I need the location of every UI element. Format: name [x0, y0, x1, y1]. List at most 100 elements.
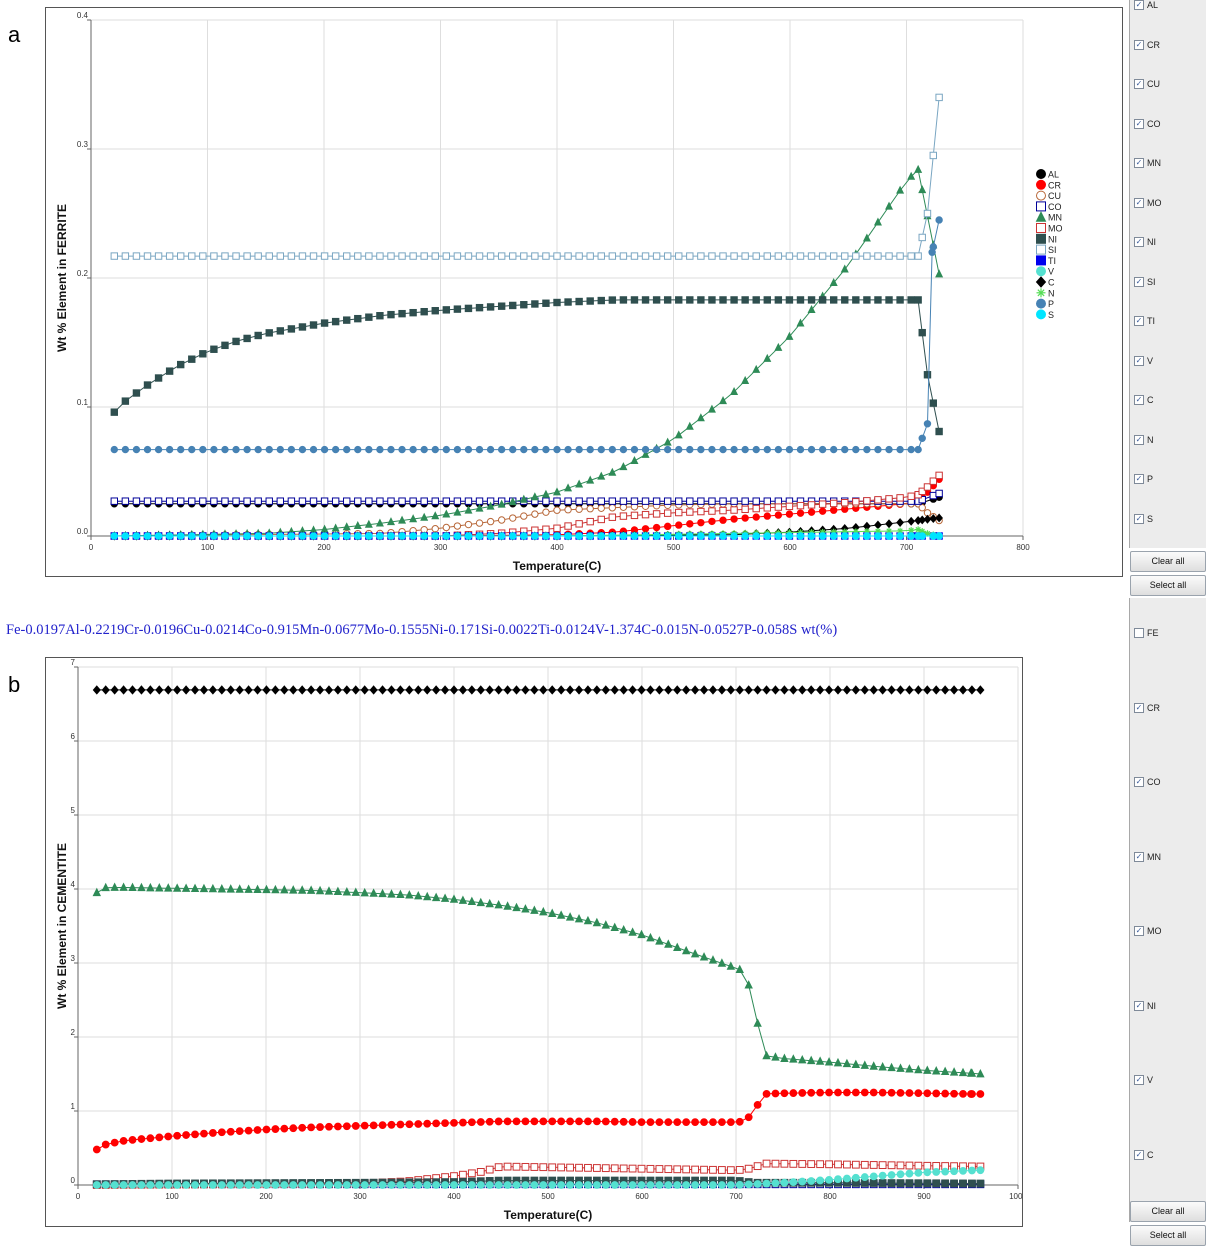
- data-point: [414, 1181, 423, 1189]
- data-point: [771, 1089, 780, 1098]
- data-point: [726, 685, 735, 695]
- checkbox-box[interactable]: ✓: [1134, 513, 1144, 524]
- data-point: [276, 445, 285, 454]
- data-point: [586, 517, 594, 526]
- data-point: [253, 1126, 262, 1134]
- data-point: [276, 252, 285, 260]
- checkbox-ferrite-al[interactable]: ✓ AL: [1134, 0, 1158, 10]
- data-point: [918, 233, 926, 242]
- clear-all-button-ferrite[interactable]: Clear all: [1130, 551, 1206, 572]
- data-point: [592, 917, 602, 927]
- data-point: [265, 329, 273, 337]
- data-point: [512, 902, 521, 912]
- checkbox-cementite-mn[interactable]: ✓ MN: [1134, 851, 1161, 862]
- checkbox-box[interactable]: ✓: [1134, 158, 1144, 168]
- data-point: [675, 508, 683, 517]
- checkbox-ferrite-c[interactable]: ✓ C: [1134, 395, 1154, 405]
- data-point: [753, 685, 762, 695]
- data-point: [155, 1133, 164, 1142]
- data-point: [221, 341, 229, 350]
- data-point: [405, 1120, 414, 1129]
- data-point: [398, 445, 406, 454]
- checkbox-box[interactable]: ✓: [1134, 197, 1144, 208]
- series-si: [110, 93, 943, 260]
- checkbox-ferrite-v[interactable]: ✓ V: [1134, 355, 1153, 366]
- checkbox-box[interactable]: ✓: [1134, 39, 1144, 50]
- legend-item-mo: MO: [1036, 223, 1063, 234]
- data-point: [896, 1161, 905, 1170]
- checkbox-cementite-cr[interactable]: ✓ CR: [1134, 702, 1160, 713]
- checkbox-ferrite-n[interactable]: ✓ N: [1134, 434, 1154, 445]
- select-all-button-ferrite[interactable]: Select all: [1130, 575, 1206, 596]
- data-point: [497, 252, 506, 260]
- checkbox-box[interactable]: ✓: [1134, 395, 1144, 405]
- checkbox-box[interactable]: [1134, 628, 1144, 638]
- checkbox-box[interactable]: ✓: [1134, 355, 1144, 366]
- data-point: [210, 532, 218, 540]
- data-point: [697, 507, 705, 516]
- checkbox-box[interactable]: ✓: [1134, 237, 1144, 247]
- panel-b-label: b: [8, 672, 21, 697]
- data-point: [690, 948, 700, 958]
- checkbox-ferrite-cu[interactable]: ✓ CU: [1134, 79, 1160, 89]
- checkbox-box[interactable]: ✓: [1134, 777, 1144, 787]
- data-point: [744, 685, 753, 695]
- checkbox-box[interactable]: ✓: [1134, 851, 1144, 862]
- checkbox-box[interactable]: ✓: [1134, 1000, 1144, 1011]
- checkbox-box[interactable]: ✓: [1134, 276, 1144, 287]
- data-point: [597, 515, 605, 524]
- data-point: [958, 685, 968, 695]
- checkbox-ferrite-p[interactable]: ✓ P: [1134, 474, 1153, 484]
- checkbox-ferrite-cr[interactable]: ✓ CR: [1134, 39, 1160, 50]
- data-point: [530, 905, 539, 914]
- data-point: [232, 252, 240, 260]
- data-point: [287, 252, 296, 260]
- data-point: [923, 209, 932, 218]
- data-point: [796, 532, 805, 540]
- checkbox-ferrite-s[interactable]: ✓ S: [1134, 513, 1153, 524]
- checkbox-ferrite-si[interactable]: ✓ SI: [1134, 276, 1156, 287]
- data-point: [905, 1089, 914, 1097]
- checkbox-cementite-fe[interactable]: FE: [1134, 628, 1159, 638]
- checkbox-cementite-mo[interactable]: ✓ MO: [1134, 926, 1162, 936]
- legend-label: AL: [1048, 170, 1059, 180]
- data-point: [663, 509, 672, 517]
- data-point: [774, 532, 783, 540]
- checkbox-box[interactable]: ✓: [1134, 316, 1144, 326]
- data-point: [351, 1122, 360, 1130]
- data-point: [929, 399, 937, 407]
- data-point: [691, 1165, 700, 1174]
- clear-all-button-cementite[interactable]: Clear all: [1130, 1201, 1206, 1222]
- data-point: [508, 497, 517, 506]
- checkbox-box[interactable]: ✓: [1134, 434, 1144, 445]
- data-point: [914, 685, 923, 695]
- checkbox-box[interactable]: ✓: [1134, 118, 1144, 129]
- checkbox-box[interactable]: ✓: [1134, 474, 1144, 484]
- checkbox-box[interactable]: ✓: [1134, 1149, 1144, 1160]
- checkbox-box[interactable]: ✓: [1134, 1075, 1144, 1085]
- data-point: [675, 252, 683, 260]
- checkbox-ferrite-mo[interactable]: ✓ MO: [1134, 197, 1162, 208]
- data-point: [708, 445, 716, 454]
- data-point: [935, 513, 943, 523]
- data-point: [592, 1117, 601, 1126]
- checkbox-box[interactable]: ✓: [1134, 702, 1144, 713]
- data-point: [796, 509, 805, 517]
- data-point: [905, 685, 914, 695]
- checkbox-ferrite-ni[interactable]: ✓ NI: [1134, 237, 1156, 247]
- data-point: [453, 507, 462, 516]
- checkbox-cementite-co[interactable]: ✓ CO: [1134, 777, 1161, 787]
- checkbox-cementite-v[interactable]: ✓ V: [1134, 1075, 1153, 1085]
- checkbox-cementite-c[interactable]: ✓ C: [1134, 1149, 1154, 1160]
- checkbox-label: FE: [1147, 628, 1159, 638]
- checkbox-ferrite-ti[interactable]: ✓ TI: [1134, 316, 1155, 326]
- checkbox-box[interactable]: ✓: [1134, 79, 1144, 89]
- legend-label: SI: [1048, 245, 1057, 255]
- checkbox-box[interactable]: ✓: [1134, 0, 1144, 10]
- checkbox-cementite-ni[interactable]: ✓ NI: [1134, 1000, 1156, 1011]
- data-point: [423, 685, 432, 695]
- checkbox-box[interactable]: ✓: [1134, 926, 1144, 936]
- checkbox-ferrite-mn[interactable]: ✓ MN: [1134, 158, 1161, 168]
- checkbox-ferrite-co[interactable]: ✓ CO: [1134, 118, 1161, 129]
- data-point: [807, 685, 816, 695]
